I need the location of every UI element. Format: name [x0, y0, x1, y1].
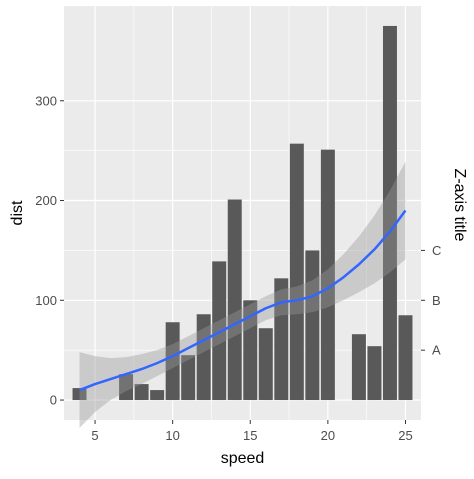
bar — [320, 149, 335, 401]
grid-minor — [64, 6, 421, 420]
y-axis-title: dist — [9, 200, 26, 225]
bar — [289, 143, 304, 401]
z-axis-ticks: A B C — [421, 243, 441, 358]
bar — [258, 328, 273, 401]
x-tick-label: 25 — [398, 428, 412, 443]
y-tick-label: 200 — [35, 193, 57, 208]
y-tick-label: 100 — [35, 293, 57, 308]
x-tick-label: 10 — [165, 428, 179, 443]
bar — [212, 261, 227, 401]
bar — [150, 390, 165, 401]
x-tick-label: 15 — [243, 428, 257, 443]
z-tick-label: C — [432, 243, 441, 258]
bar — [305, 250, 320, 401]
bar — [72, 388, 87, 401]
bar — [351, 334, 366, 401]
z-tick-label: B — [432, 293, 441, 308]
bar — [165, 322, 180, 401]
bars — [72, 25, 413, 401]
bar — [382, 25, 397, 401]
bar — [181, 355, 196, 401]
y-tick-label: 300 — [35, 93, 57, 108]
bar — [243, 300, 258, 401]
x-tick-label: 20 — [321, 428, 335, 443]
z-tick-label: A — [432, 343, 441, 358]
bar — [227, 199, 242, 401]
x-tick-label: 5 — [91, 428, 98, 443]
x-axis-title: speed — [221, 450, 265, 467]
bar — [134, 384, 149, 401]
bar — [398, 315, 413, 401]
y-axis-ticks: 0 100 200 300 — [35, 93, 64, 408]
bar — [274, 278, 289, 401]
y-tick-label: 0 — [50, 393, 57, 408]
bar — [196, 314, 211, 401]
z-axis-title: Z-axis title — [451, 169, 468, 242]
x-axis-ticks: 5 10 15 20 25 — [91, 420, 413, 443]
bar — [367, 346, 382, 401]
smooth-line — [79, 209, 407, 392]
bar — [119, 374, 134, 401]
